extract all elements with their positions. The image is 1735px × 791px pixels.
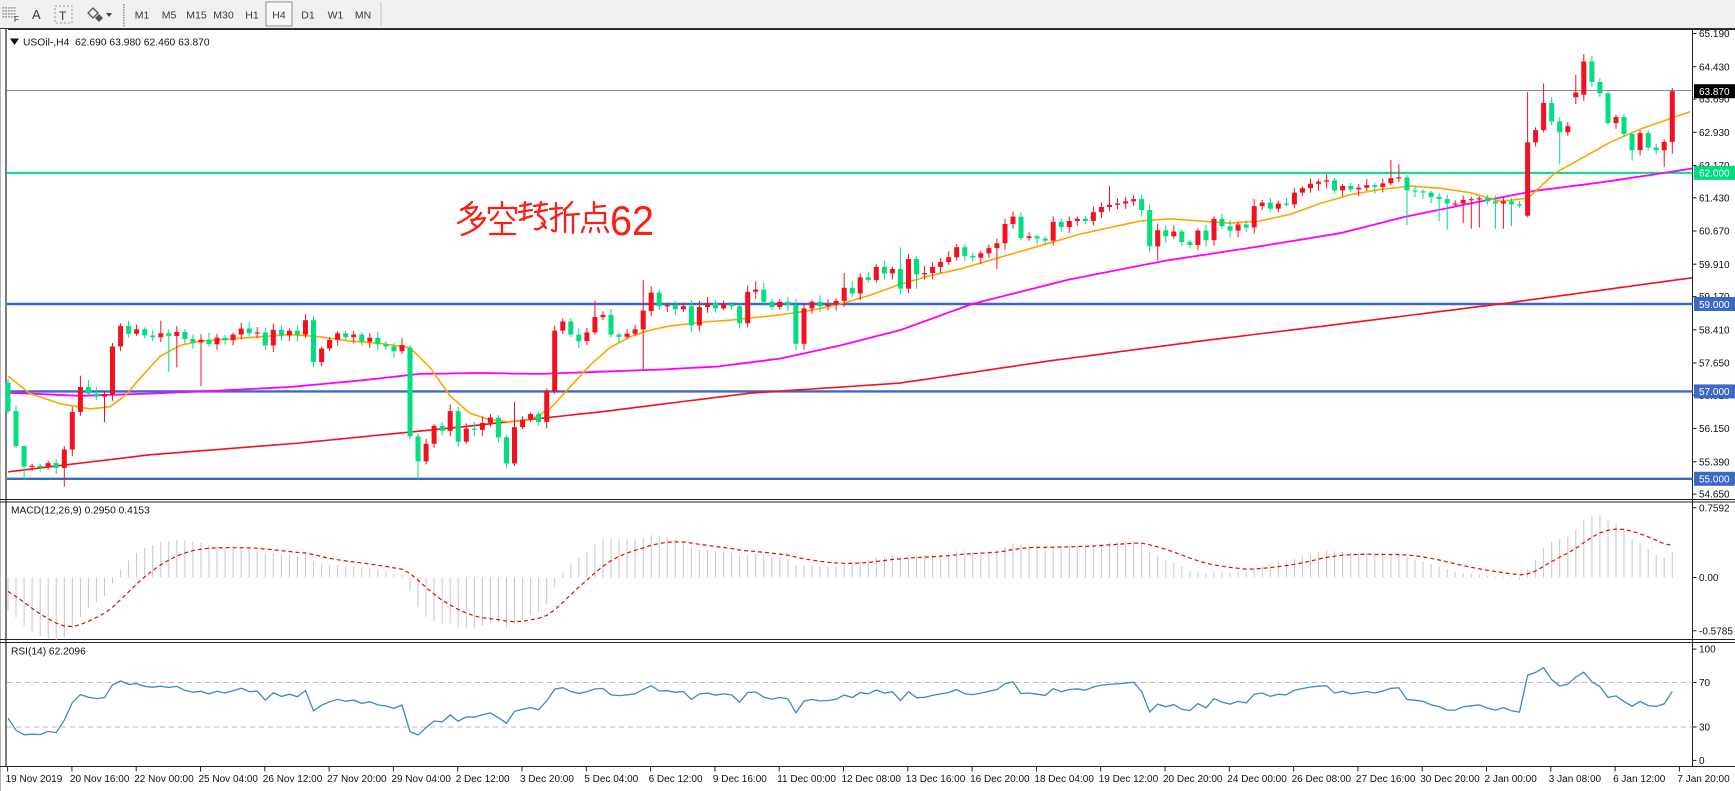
svg-text:61.430: 61.430: [1699, 193, 1730, 204]
svg-text:2 Jan 00:00: 2 Jan 00:00: [1485, 774, 1538, 785]
svg-text:54.650: 54.650: [1699, 490, 1730, 501]
svg-text:24 Dec 00:00: 24 Dec 00:00: [1227, 774, 1287, 785]
svg-text:5 Dec 04:00: 5 Dec 04:00: [584, 774, 638, 785]
svg-text:63.690: 63.690: [1699, 95, 1730, 106]
svg-text:60.670: 60.670: [1699, 227, 1730, 238]
svg-text:6 Dec 12:00: 6 Dec 12:00: [649, 774, 703, 785]
svg-text:62.930: 62.930: [1699, 128, 1730, 139]
svg-text:59.000: 59.000: [1699, 300, 1730, 311]
svg-text:16 Dec 20:00: 16 Dec 20:00: [970, 774, 1030, 785]
svg-text:56.150: 56.150: [1699, 424, 1730, 435]
svg-text:30 Dec 20:00: 30 Dec 20:00: [1420, 774, 1480, 785]
svg-text:26 Nov 12:00: 26 Nov 12:00: [263, 774, 323, 785]
svg-text:MN: MN: [355, 10, 371, 22]
svg-text:9 Dec 16:00: 9 Dec 16:00: [713, 774, 767, 785]
svg-text:2 Dec 12:00: 2 Dec 12:00: [456, 774, 510, 785]
svg-text:65.190: 65.190: [1699, 29, 1730, 40]
svg-text:0: 0: [1699, 756, 1705, 767]
svg-text:W1: W1: [328, 10, 344, 22]
svg-text:M5: M5: [162, 10, 177, 22]
svg-text:20 Nov 16:00: 20 Nov 16:00: [70, 774, 130, 785]
svg-text:0.7592: 0.7592: [1699, 503, 1730, 514]
svg-text:29 Nov 04:00: 29 Nov 04:00: [391, 774, 451, 785]
svg-text:T: T: [59, 9, 67, 23]
svg-text:M15: M15: [186, 10, 207, 22]
svg-text:58.410: 58.410: [1699, 325, 1730, 336]
svg-text:F: F: [14, 15, 19, 24]
svg-text:3 Dec 20:00: 3 Dec 20:00: [520, 774, 574, 785]
svg-text:12 Dec 08:00: 12 Dec 08:00: [842, 774, 902, 785]
svg-text:57.000: 57.000: [1699, 387, 1730, 398]
svg-text:18 Dec 04:00: 18 Dec 04:00: [1034, 774, 1094, 785]
svg-text:RSI(14) 62.2096: RSI(14) 62.2096: [11, 647, 86, 658]
svg-text:19 Dec 12:00: 19 Dec 12:00: [1099, 774, 1159, 785]
svg-text:22 Nov 00:00: 22 Nov 00:00: [134, 774, 194, 785]
svg-text:19 Nov 2019: 19 Nov 2019: [6, 774, 63, 785]
svg-text:7 Jan 20:00: 7 Jan 20:00: [1677, 774, 1730, 785]
svg-text:D1: D1: [301, 10, 315, 22]
svg-text:27 Nov 20:00: 27 Nov 20:00: [327, 774, 387, 785]
svg-text:3 Jan 08:00: 3 Jan 08:00: [1549, 774, 1602, 785]
svg-text:20 Dec 20:00: 20 Dec 20:00: [1163, 774, 1223, 785]
svg-text:62.000: 62.000: [1699, 169, 1730, 180]
svg-text:55.390: 55.390: [1699, 457, 1730, 468]
svg-text:63.870: 63.870: [1699, 87, 1730, 98]
svg-text:6 Jan 12:00: 6 Jan 12:00: [1613, 774, 1666, 785]
svg-text:11 Dec 00:00: 11 Dec 00:00: [777, 774, 836, 785]
svg-text:27 Dec 16:00: 27 Dec 16:00: [1356, 774, 1416, 785]
svg-text:0.00: 0.00: [1699, 573, 1719, 584]
svg-text:25 Nov 04:00: 25 Nov 04:00: [199, 774, 259, 785]
svg-text:62: 62: [610, 197, 654, 244]
svg-text:-0.5785: -0.5785: [1699, 626, 1733, 637]
svg-text:H1: H1: [245, 10, 259, 22]
svg-text:M1: M1: [135, 10, 150, 22]
svg-text:59.910: 59.910: [1699, 260, 1730, 271]
svg-text:H4: H4: [272, 10, 286, 22]
svg-text:70: 70: [1699, 678, 1711, 689]
svg-text:57.650: 57.650: [1699, 359, 1730, 370]
svg-text:30: 30: [1699, 723, 1711, 734]
svg-text:A: A: [32, 7, 41, 22]
svg-text:55.000: 55.000: [1699, 475, 1730, 486]
svg-text:USOil-,H4 62.690 63.980 62.46: USOil-,H4 62.690 63.980 62.460 63.870: [23, 38, 210, 49]
svg-text:26 Dec 08:00: 26 Dec 08:00: [1292, 774, 1352, 785]
svg-text:M30: M30: [213, 10, 234, 22]
svg-text:MACD(12,26,9) 0.2950 0.4153: MACD(12,26,9) 0.2950 0.4153: [11, 506, 150, 517]
svg-text:100: 100: [1699, 645, 1716, 656]
svg-text:64.430: 64.430: [1699, 62, 1730, 73]
svg-text:13 Dec 16:00: 13 Dec 16:00: [906, 774, 966, 785]
